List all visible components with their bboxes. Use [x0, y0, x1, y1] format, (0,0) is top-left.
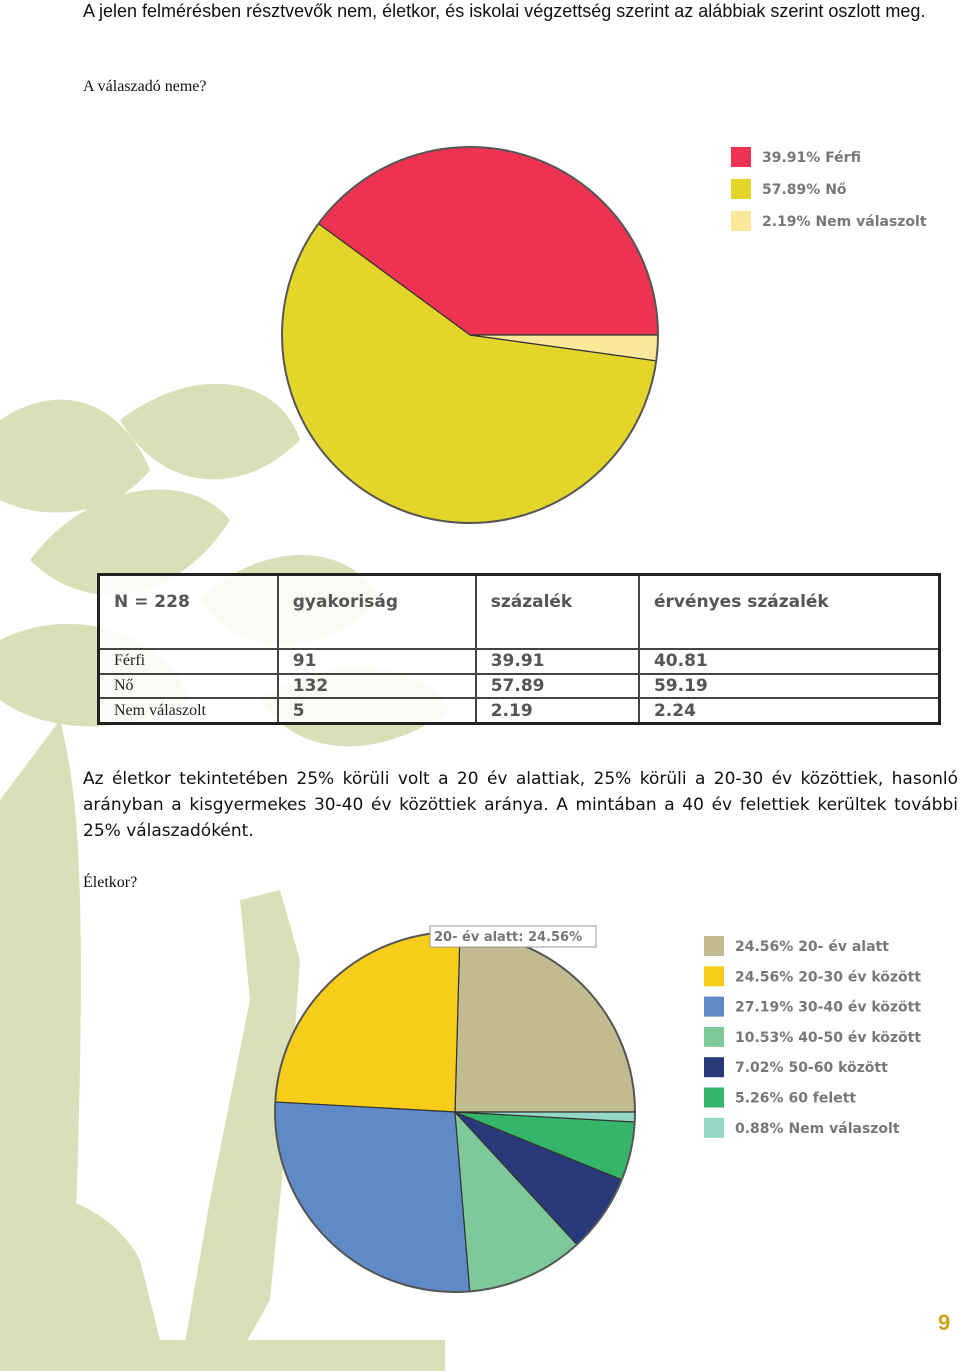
legend-label: 5.26% 60 felett: [735, 1091, 856, 1107]
pie-slice: [454, 931, 636, 1113]
table-header: százalék: [474, 573, 640, 650]
legend-category: 30-40 év között: [798, 1000, 921, 1016]
legend-category: 50-60 között: [788, 1060, 888, 1076]
legend-label: 27.19% 30-40 év között: [735, 1000, 921, 1016]
legend-category: 40-50 év között: [798, 1030, 921, 1046]
legend-label: 24.56% 20- év alatt: [735, 939, 889, 955]
table-header: N = 228: [97, 573, 279, 650]
table-cell: Férfi: [97, 648, 279, 675]
legend-label: 57.89% Nő: [762, 182, 847, 198]
legend-category: 60 felett: [788, 1091, 856, 1107]
table-cell: 2.19: [474, 697, 640, 725]
legend-swatch: [704, 1057, 724, 1078]
legend-value: 39.91%: [762, 150, 820, 166]
table-cell: 91: [276, 648, 477, 675]
legend-category: Férfi: [825, 150, 861, 166]
table-cell: 5: [276, 697, 477, 725]
table-cell: 40.81: [637, 648, 941, 675]
table-cell: 57.89: [474, 672, 640, 700]
legend-value: 24.56%: [735, 969, 793, 985]
legend-swatch: [704, 1026, 724, 1047]
page-number: 9: [938, 1310, 951, 1335]
legend-value: 7.02%: [735, 1060, 784, 1076]
legend-label: 2.19% Nem válaszolt: [762, 214, 927, 230]
legend-category: Nem válaszolt: [788, 1121, 899, 1137]
pie-rim: [281, 146, 659, 524]
legend-label: 10.53% 40-50 év között: [735, 1030, 921, 1046]
legend-swatch: [704, 1117, 724, 1138]
legend-label: 39.91% Férfi: [762, 150, 861, 166]
table-cell: 2.24: [637, 697, 941, 725]
legend-value: 0.88%: [735, 1121, 784, 1137]
pie-slice: [274, 931, 461, 1113]
frequency-table: N = 228 gyakoriság százalék érvényes százal…: [97, 573, 941, 725]
legend-value: 10.53%: [735, 1030, 793, 1046]
table-header: gyakoriság: [276, 573, 477, 650]
legend-label: 7.02% 50-60 között: [735, 1060, 888, 1076]
table-cell: Nő: [97, 672, 279, 700]
legend-swatch: [704, 1087, 724, 1108]
legend-value: 57.89%: [762, 182, 820, 198]
legend-swatch: [704, 936, 724, 956]
legend-category: 20-30 év között: [798, 969, 921, 985]
legend-value: 5.26%: [735, 1091, 784, 1107]
question: A válaszadó neme?: [83, 78, 207, 95]
question: Életkor?: [83, 874, 138, 891]
legend-label: 0.88% Nem válaszolt: [735, 1121, 900, 1137]
table-cell: 132: [276, 672, 477, 700]
legend-swatch: [731, 179, 751, 199]
legend-value: 27.19%: [735, 1000, 793, 1016]
legend-category: Nő: [825, 182, 847, 198]
table-cell: 39.91: [474, 648, 640, 675]
paragraph: Az életkor tekintetében 25% körüli volt …: [83, 769, 958, 841]
legend-swatch: [704, 996, 724, 1017]
table-header: érvényes százalék: [637, 573, 941, 650]
legend-value: 24.56%: [735, 939, 793, 955]
annotation: 20- év alatt: 24.56%: [434, 930, 582, 945]
legend-swatch: [704, 966, 724, 987]
pie-slice: [274, 1101, 471, 1293]
legend-category: 20- év alatt: [798, 939, 889, 955]
table-cell: 59.19: [637, 672, 941, 700]
intro-text: A jelen felmérésben résztvevők nem, élet…: [83, 1, 926, 21]
table-cell: Nem válaszolt: [97, 697, 279, 725]
legend-swatch: [731, 147, 751, 167]
legend-label: 24.56% 20-30 év között: [735, 969, 921, 985]
legend-value: 2.19%: [762, 214, 811, 230]
annotation-box: [429, 925, 597, 948]
legend-swatch: [731, 211, 751, 231]
legend-category: Nem válaszolt: [815, 214, 926, 230]
